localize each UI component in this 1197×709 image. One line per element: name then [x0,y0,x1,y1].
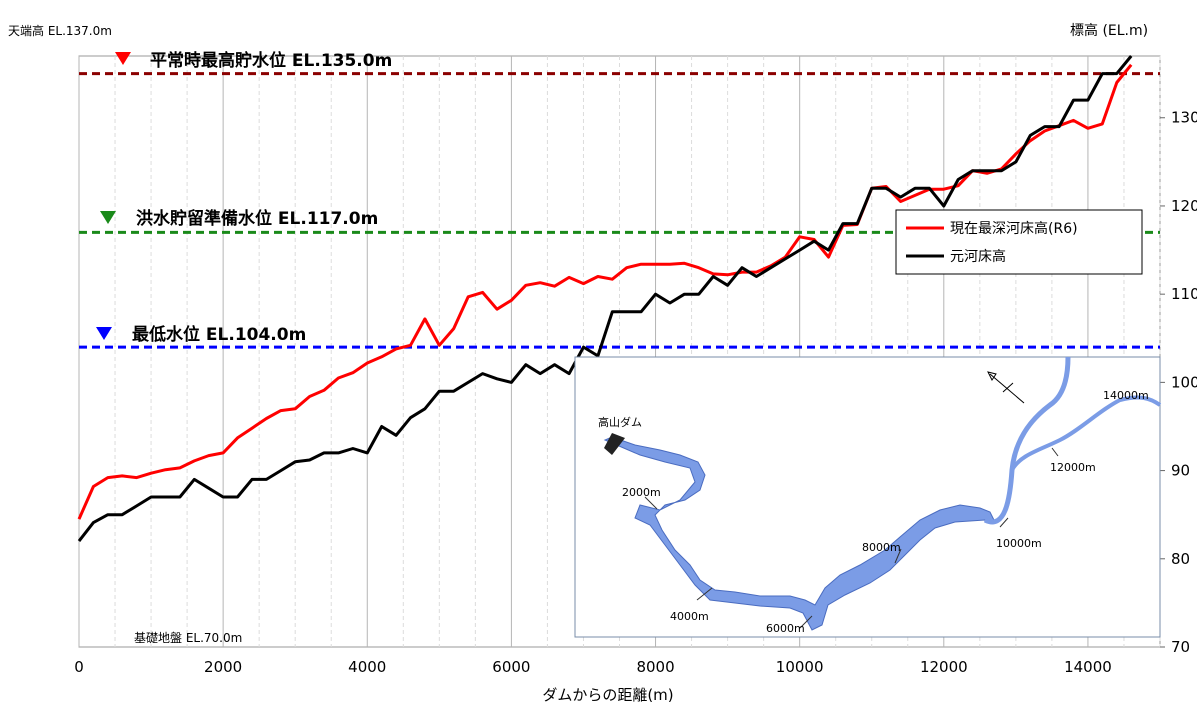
river-tributary [1010,395,1162,472]
crest-annotation: 天端高 EL.137.0m [8,23,112,38]
x-tick-label: 14000 [1064,658,1112,676]
y-tick-label: 130 [1171,109,1197,127]
x-tick-label: 4000 [348,658,386,676]
x-tick-label: 6000 [492,658,530,676]
y-tick-label: 80 [1171,550,1190,568]
y-tick-label: 120 [1171,197,1197,215]
y-axis-title: 標高 (EL.m) [1070,22,1148,39]
y-tick-label: 100 [1171,373,1197,391]
triangle-marker-icon [100,211,116,224]
map-distance-label: 4000m [670,610,709,623]
refline-label-flood-prep: 洪水貯留準備水位 EL.117.0m [100,208,378,229]
svg-text:平常時最高貯水位 EL.135.0m: 平常時最高貯水位 EL.135.0m [150,50,392,71]
svg-text:洪水貯留準備水位 EL.117.0m: 洪水貯留準備水位 EL.117.0m [136,208,378,229]
series-line-original [77,55,1133,543]
triangle-marker-icon [115,52,131,65]
reservoir-shape [603,436,996,631]
map-distance-label: 10000m [996,537,1042,550]
map-distance-label: 6000m [766,622,805,635]
dam-icon [604,433,625,455]
inset-map: 高山ダム 2000m 4000m 6000m 8000m 10000m 1200… [574,356,1162,638]
y-tick-label: 70 [1171,638,1190,656]
legend-label-original: 元河床高 [950,248,1006,265]
map-distance-label: 14000m [1103,389,1149,402]
x-tick-label: 12000 [920,658,968,676]
triangle-marker-icon [96,327,112,340]
refline-label-min-level: 最低水位 EL.104.0m [96,324,306,345]
map-distance-label: 2000m [622,486,661,499]
x-axis-title: ダムからの距離(m) [542,686,673,704]
dam-label: 高山ダム [598,415,642,429]
legend: 現在最深河床高(R6) 元河床高 [895,209,1143,275]
x-tick-label: 0 [74,658,84,676]
y-tick-label: 110 [1171,285,1197,303]
legend-label-current: 現在最深河床高(R6) [950,220,1078,237]
river-upstream [983,356,1071,525]
foundation-annotation: 基礎地盤 EL.70.0m [134,631,242,645]
svg-text:最低水位 EL.104.0m: 最低水位 EL.104.0m [132,324,306,345]
north-arrow-icon [987,371,1025,404]
x-tick-label: 10000 [776,658,824,676]
x-tick-label: 8000 [636,658,674,676]
x-tick-label: 2000 [204,658,242,676]
map-distance-label: 8000m [862,541,901,554]
y-tick-label: 90 [1171,462,1190,480]
refline-label-normal-max: 平常時最高貯水位 EL.135.0m [115,50,392,71]
map-distance-label: 12000m [1050,461,1096,474]
